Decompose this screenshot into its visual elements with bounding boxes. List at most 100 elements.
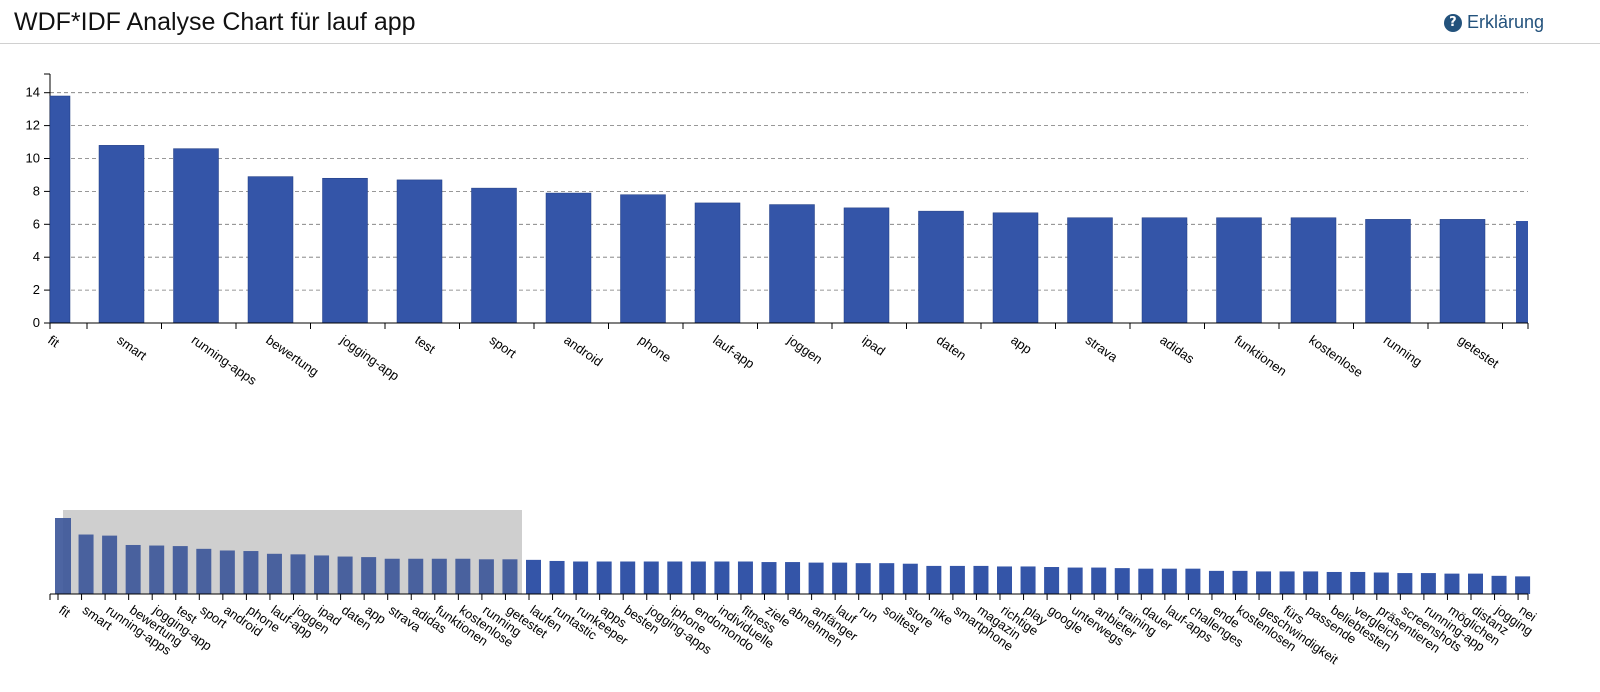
context-bar-dauer[interactable]	[1138, 568, 1154, 594]
focus-bar-daten[interactable]	[918, 210, 964, 324]
context-bar-endomondo[interactable]	[690, 561, 706, 594]
context-bar-strava[interactable]	[384, 558, 400, 594]
focus-bar-partial[interactable]	[1516, 221, 1528, 323]
context-bar-passende[interactable]	[1303, 571, 1319, 594]
context-bar-ipad[interactable]	[314, 555, 330, 594]
focus-bar-running[interactable]	[1365, 219, 1411, 324]
x-tick-label: phone	[636, 332, 674, 365]
focus-bar-kostenlose[interactable]	[1290, 217, 1337, 324]
context-bar-lauf-app[interactable]	[266, 553, 282, 594]
context-bar-individuelle[interactable]	[714, 561, 730, 594]
context-bar-anbieter[interactable]	[1091, 567, 1107, 594]
x-tick-label: joggen	[784, 332, 825, 367]
focus-bar-joggen[interactable]	[769, 204, 815, 324]
focus-bar-bewertung[interactable]	[247, 176, 294, 324]
context-bar-fitness[interactable]	[737, 561, 753, 594]
explanation-link[interactable]: ? Erklärung	[1443, 12, 1544, 33]
focus-bar-strava[interactable]	[1067, 217, 1113, 324]
context-bar-running-apps[interactable]	[102, 535, 118, 594]
context-bar-fürs[interactable]	[1279, 571, 1295, 594]
context-bar-iphone[interactable]	[667, 561, 683, 594]
context-bar-phone[interactable]	[243, 551, 259, 594]
context-bar-smartphone[interactable]	[949, 565, 965, 594]
context-bar-besten[interactable]	[620, 561, 636, 594]
context-bar-android[interactable]	[219, 550, 235, 594]
context-bar-daten[interactable]	[337, 556, 353, 594]
focus-bar-funktionen[interactable]	[1216, 217, 1262, 324]
context-bar-abnehmen[interactable]	[785, 562, 801, 594]
context-bar-möglichen[interactable]	[1444, 573, 1460, 594]
context-bar-run[interactable]	[855, 563, 871, 594]
context-bar-jogging-apps[interactable]	[643, 561, 659, 594]
context-bar-nei[interactable]	[1515, 576, 1531, 594]
context-bar-store[interactable]	[902, 563, 918, 594]
focus-bar-ipad[interactable]	[843, 207, 890, 324]
context-bar-magazin[interactable]	[973, 565, 989, 594]
context-bar-beliebtesten[interactable]	[1326, 571, 1342, 594]
focus-bar-app[interactable]	[992, 212, 1039, 324]
context-bar-running-app[interactable]	[1420, 573, 1436, 594]
x-tick-label: ipad	[859, 332, 888, 358]
context-bar-bewertung[interactable]	[125, 544, 141, 594]
context-bar-soiltest[interactable]	[879, 563, 895, 594]
question-circle-icon: ?	[1443, 13, 1462, 32]
y-tick-label: 14	[26, 85, 40, 100]
context-bar-ziele[interactable]	[761, 562, 777, 594]
context-bar-google[interactable]	[1044, 567, 1060, 594]
context-bar-jogging[interactable]	[1491, 575, 1507, 594]
x-tick-label: bewertung	[263, 332, 321, 379]
context-bar-lauf[interactable]	[832, 562, 848, 594]
focus-bar-test[interactable]	[396, 179, 443, 324]
focus-bar-fit[interactable]	[49, 95, 71, 324]
context-bar-präsentieren[interactable]	[1373, 572, 1389, 594]
context-bar-running[interactable]	[478, 559, 494, 594]
focus-bar-jogging-app[interactable]	[322, 177, 368, 324]
context-bar-jogging-app[interactable]	[149, 545, 165, 594]
x-tick-label: smart	[114, 332, 150, 363]
focus-bar-getestet[interactable]	[1439, 219, 1486, 324]
context-bar-training[interactable]	[1114, 568, 1130, 594]
context-bar-joggen[interactable]	[290, 554, 306, 594]
context-bar-lauf-apps[interactable]	[1161, 568, 1177, 594]
context-bar-richtige[interactable]	[997, 566, 1012, 594]
focus-bar-lauf-app[interactable]	[694, 202, 741, 324]
context-chart: fit smartrunning-appsbewertungjogging-app…	[49, 510, 1539, 667]
focus-bar-running-apps[interactable]	[173, 148, 219, 324]
x-tick-label: app	[1008, 332, 1034, 357]
context-bar-play[interactable]	[1020, 566, 1036, 594]
focus-bar-phone[interactable]	[620, 194, 666, 324]
page-title: WDF*IDF Analyse Chart für lauf app	[14, 8, 416, 36]
focus-bar-android[interactable]	[545, 192, 592, 324]
focus-bar-adidas[interactable]	[1141, 217, 1188, 324]
focus-chart: 0 2 4 6 8 10 12 14 fit smart running-apps bewertung…	[26, 73, 1529, 388]
x-tick-label: lauf-app	[710, 332, 757, 371]
context-bar-runkeeper[interactable]	[573, 561, 589, 594]
explanation-label: Erklärung	[1466, 12, 1544, 32]
context-bar-funktionen[interactable]	[431, 558, 447, 594]
context-bar-screenshots[interactable]	[1397, 573, 1413, 594]
context-bar-apps[interactable]	[596, 561, 612, 594]
y-tick-label: 2	[33, 282, 40, 297]
context-bar-anfänger[interactable]	[808, 562, 824, 594]
context-bar-laufen[interactable]	[526, 559, 541, 594]
context-bar-geschwindigkeit[interactable]	[1256, 571, 1272, 594]
context-bar-unterwegs[interactable]	[1067, 567, 1083, 594]
context-bar-kostenlosen[interactable]	[1232, 570, 1248, 594]
context-x-label: run	[857, 602, 881, 625]
focus-bar-smart[interactable]	[98, 145, 145, 324]
context-bar-test[interactable]	[172, 546, 188, 594]
context-bar-getestet[interactable]	[502, 559, 518, 594]
context-bar-nike[interactable]	[926, 565, 942, 594]
context-bar-smart[interactable]	[78, 534, 94, 594]
context-bar-challenges[interactable]	[1185, 568, 1201, 594]
focus-bar-sport[interactable]	[471, 187, 517, 324]
context-bar-adidas[interactable]	[408, 558, 424, 594]
context-bar-distanz[interactable]	[1468, 573, 1483, 594]
context-bar-vergleich[interactable]	[1350, 571, 1366, 594]
context-bar-fit[interactable]	[55, 518, 71, 594]
context-bar-runtastic[interactable]	[549, 560, 565, 594]
context-bar-app[interactable]	[361, 557, 377, 594]
context-bar-ende[interactable]	[1208, 570, 1224, 594]
context-bar-kostenlose[interactable]	[455, 558, 471, 594]
context-bar-sport[interactable]	[196, 548, 212, 594]
